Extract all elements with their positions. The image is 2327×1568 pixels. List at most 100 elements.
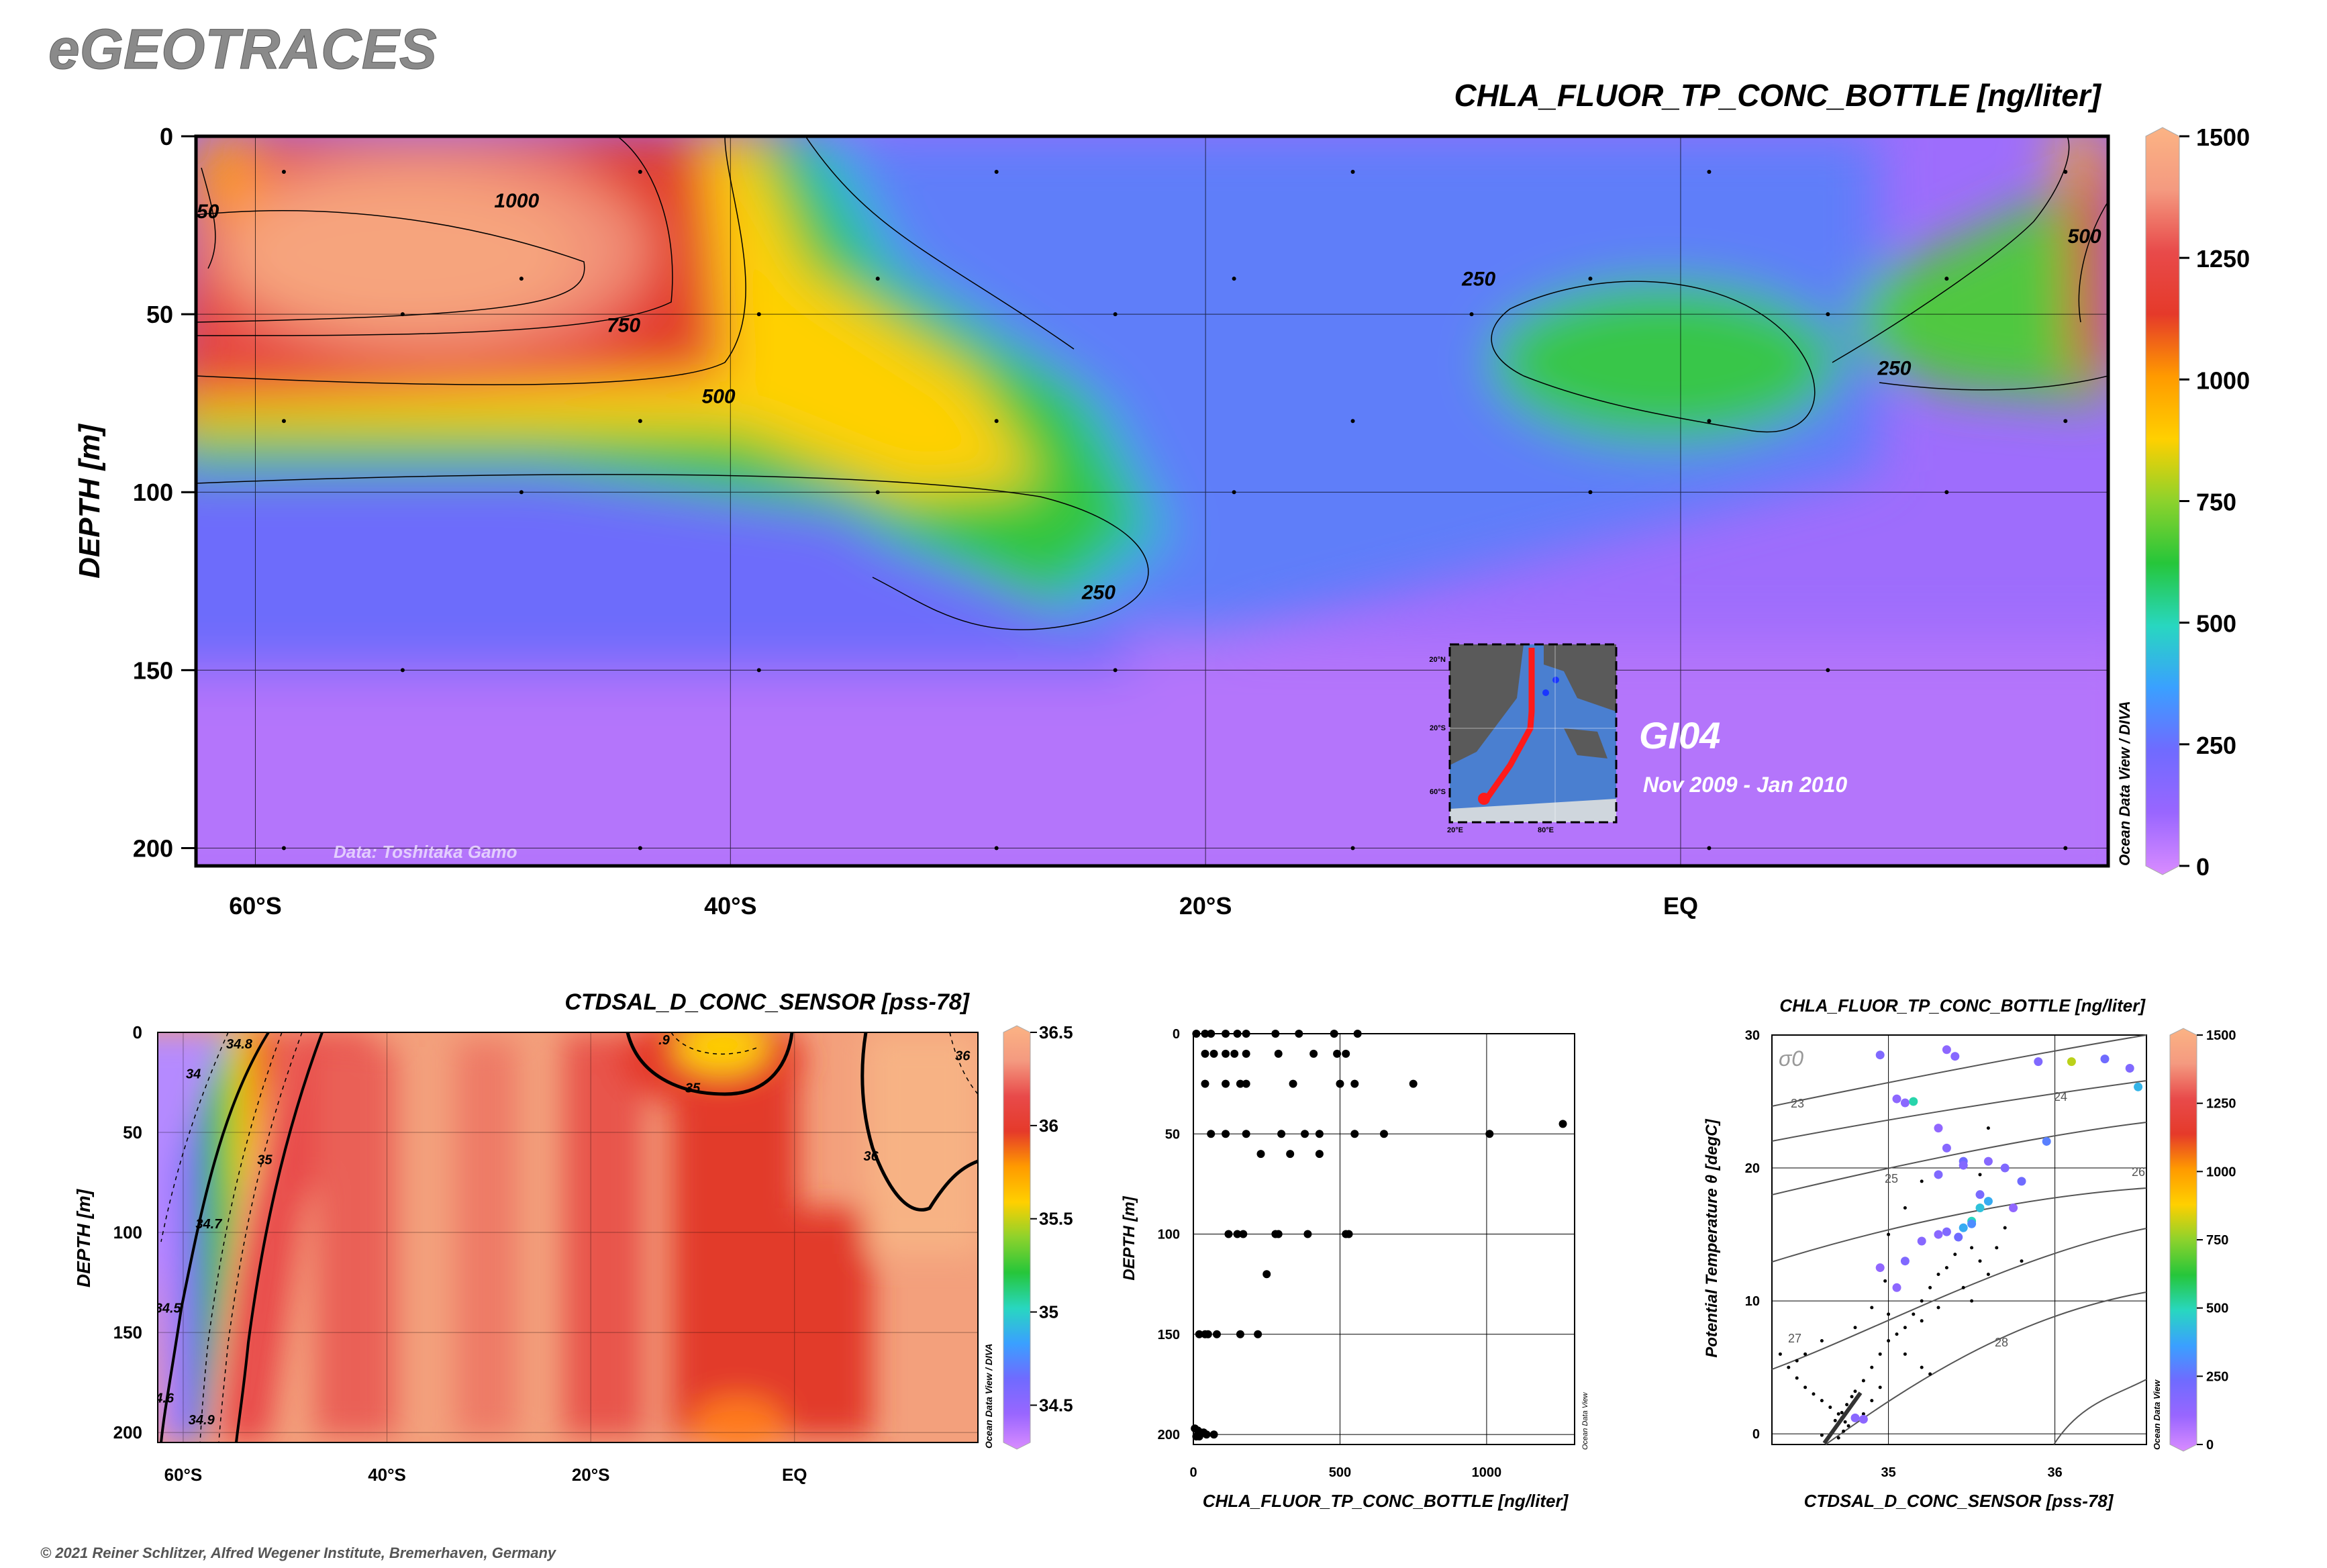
ts-small-point (1836, 1412, 1840, 1416)
main-x-tick-label: 60°S (229, 892, 281, 920)
contour-label: 34.6 (148, 1391, 175, 1406)
ts-gridlines (1772, 1034, 2146, 1444)
ts-small-point (1936, 1306, 1940, 1310)
station-dot (638, 846, 642, 850)
profile-x-axis-label: CHLA_FLUOR_TP_CONC_BOTTLE [ng/liter] (1203, 1491, 1569, 1511)
salinity-x-tick-label: 60°S (164, 1465, 203, 1485)
station-dot (1707, 419, 1712, 424)
salinity-plot-frame (157, 1032, 979, 1443)
station-dot (1826, 668, 1830, 673)
ts-small-point (1828, 1406, 1832, 1410)
ts-small-point (1920, 1299, 1924, 1303)
contour-label: 34 (186, 1067, 201, 1082)
main-y-tick-label: 0 (160, 123, 173, 150)
profile-point (1353, 1030, 1362, 1038)
profile-point (1303, 1230, 1312, 1238)
salinity-field: 34 34.8 35 34.7 34.5 34.6 34.9 35 .9 36 36 (148, 1032, 978, 1442)
station-dot (1350, 170, 1355, 175)
ts-small-point (1870, 1399, 1874, 1403)
ts-colored-point (1900, 1098, 1910, 1108)
isopycnal-label: 26 (2132, 1165, 2145, 1179)
profile-point (1350, 1079, 1359, 1088)
profile-points (1191, 1030, 1567, 1441)
contour-label: 250 (1081, 581, 1116, 603)
ts-y-tick-label: 0 (1752, 1427, 1760, 1442)
colorbar-tick-label: 750 (2206, 1233, 2228, 1248)
profile-point (1262, 1270, 1271, 1279)
colorbar-tick-label: 0 (2196, 853, 2210, 881)
salinity-colorbar-ticks: 34.5 35 35.5 36 36.5 (1030, 1022, 1073, 1415)
ts-colored-point (1959, 1223, 1968, 1232)
station-dot (1707, 846, 1712, 850)
main-data-credit: Data: Toshitaka Gamo (334, 842, 517, 862)
colorbar-tick-label: 1500 (2196, 124, 2250, 151)
profile-point (1336, 1079, 1344, 1088)
station-dot (1232, 277, 1236, 281)
ts-small-point (1795, 1359, 1799, 1363)
main-sample-dots (281, 170, 2068, 850)
ts-colorbar-gradient (2169, 1028, 2197, 1452)
station-dot (400, 668, 405, 673)
contour-label: 36 (955, 1049, 971, 1064)
station-dot (519, 277, 524, 281)
profile-point (1286, 1150, 1295, 1159)
station-dot (875, 490, 880, 495)
station-dot (756, 312, 761, 317)
station-dot (638, 170, 642, 175)
salinity-colorbar-gradient (1003, 1025, 1031, 1450)
station-dot (400, 312, 405, 317)
profile-y-tick-label: 200 (1158, 1428, 1180, 1442)
salinity-x-tick-label: 40°S (368, 1465, 406, 1485)
station-dot (1469, 312, 1474, 317)
ts-small-point (1978, 1173, 1982, 1177)
profile-point (1333, 1049, 1342, 1058)
ts-small-point (1833, 1418, 1837, 1422)
ts-small-point (1850, 1395, 1854, 1399)
profile-point (1222, 1049, 1230, 1058)
main-y-axis-label: DEPTH [m] (73, 424, 106, 579)
contour-label: 34.7 (195, 1217, 222, 1232)
salinity-colorbar-side-label: Ocean Data View / DIVA (983, 1344, 994, 1449)
colorbar-tick-label: 35 (1039, 1302, 1058, 1322)
ts-small-point (1887, 1339, 1891, 1343)
ts-small-point (1970, 1246, 1974, 1250)
profile-point (1203, 1330, 1212, 1338)
ts-colored-point (1934, 1124, 1943, 1133)
ts-y-axis-label: Potential Temperature θ [degC] (1703, 1118, 1721, 1357)
station-dot (756, 668, 761, 673)
ts-colored-point (2034, 1057, 2043, 1067)
salinity-section-chart: CTDSAL_D_CONC_SENSOR [pss-78] (73, 989, 1073, 1485)
ts-small-point (1861, 1379, 1865, 1383)
colorbar-tick-label: 1250 (2206, 1097, 2236, 1112)
station-dot (994, 170, 999, 175)
profile-point (1256, 1150, 1265, 1159)
colorbar-tick-label: 35.5 (1039, 1209, 1073, 1229)
ts-colored-point (1875, 1263, 1885, 1273)
ts-small-point (1920, 1179, 1924, 1183)
profile-point (1309, 1049, 1318, 1058)
profile-point (1233, 1030, 1242, 1038)
colorbar-tick-label: 1250 (2196, 245, 2250, 273)
profile-point (1409, 1079, 1418, 1088)
ts-y-tick-label: 30 (1745, 1028, 1760, 1043)
profile-plot-frame (1193, 1033, 1575, 1445)
profile-point (1201, 1079, 1209, 1088)
ts-small-point (1978, 1259, 1982, 1263)
cruise-label: GI04 (1639, 714, 1720, 756)
main-plot-frame (194, 134, 2110, 868)
ts-small-point (1895, 1332, 1899, 1336)
ts-colored-point (2042, 1136, 2051, 1146)
contour-label: 34.9 (189, 1413, 215, 1428)
ts-y-tick-labels: 0 10 20 30 (1745, 1028, 1760, 1442)
salinity-y-tick-label: 200 (113, 1422, 142, 1442)
ts-colored-point (1875, 1050, 1885, 1060)
main-x-tick-label: EQ (1663, 892, 1698, 920)
profile-point (1315, 1130, 1324, 1138)
profile-point (1239, 1230, 1248, 1238)
ts-colored-point (1942, 1143, 1951, 1153)
colorbar-tick-label: 750 (2196, 489, 2236, 516)
copyright-footer: © 2021 Reiner Schlitzer, Alfred Wegener … (40, 1545, 557, 1561)
main-colorbar: 0 250 500 750 1000 1250 1500 Ocean Data View /… (2116, 124, 2250, 881)
salinity-x-tick-label: 20°S (572, 1465, 610, 1485)
ts-colored-point (1975, 1190, 1985, 1199)
